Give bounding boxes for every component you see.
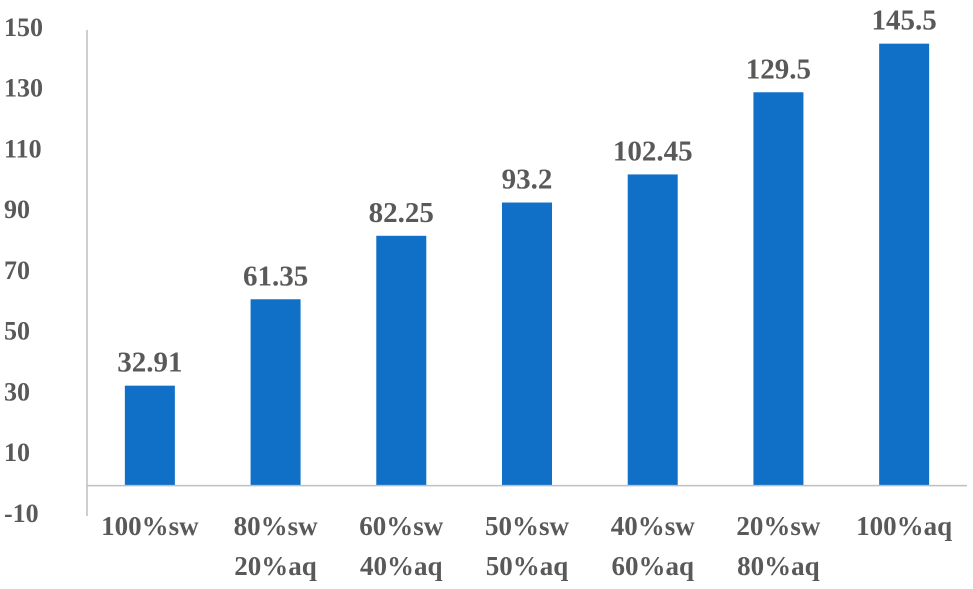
x-tick-label: 80%sw xyxy=(234,511,319,541)
data-label: 82.25 xyxy=(369,197,434,229)
y-tick-label: 110 xyxy=(4,134,42,163)
x-axis: 100%sw 80%sw 20%aq 60%sw 40%aq 50%sw 50%aq 40%s… xyxy=(87,484,967,581)
y-axis: -10 10 30 50 70 90 110 130 150 xyxy=(4,13,88,528)
bar xyxy=(250,299,301,486)
bar xyxy=(502,202,552,486)
bar xyxy=(376,235,427,486)
x-tick-label: 50%sw xyxy=(485,511,570,541)
data-label: 61.35 xyxy=(243,260,308,292)
data-label: 102.45 xyxy=(613,135,693,167)
x-tick-label: 40%sw xyxy=(611,511,696,541)
x-tick-label: 80%aq xyxy=(737,551,820,581)
bar xyxy=(753,92,804,486)
bar xyxy=(627,174,678,486)
data-label: 145.5 xyxy=(872,5,937,37)
y-tick-label: 90 xyxy=(4,195,30,224)
x-tick-label: 100%aq xyxy=(856,511,952,541)
y-tick-label: 30 xyxy=(4,377,30,406)
y-tick-label: 50 xyxy=(4,317,30,346)
data-labels: 32.91 61.35 82.25 93.2 102.45 129.5 145.5 xyxy=(117,5,937,379)
data-label: 129.5 xyxy=(746,53,811,85)
x-tick-label: 40%aq xyxy=(360,551,443,581)
y-tick-label: -10 xyxy=(4,499,39,528)
x-tick-label: 60%sw xyxy=(359,511,444,541)
y-tick-label: 130 xyxy=(4,74,43,103)
x-tick-label: 50%aq xyxy=(486,551,569,581)
x-tick-label: 60%aq xyxy=(611,551,694,581)
bar xyxy=(879,43,930,486)
x-tick-label: 20%sw xyxy=(736,511,821,541)
y-tick-label: 10 xyxy=(4,438,30,467)
data-label: 32.91 xyxy=(117,347,182,379)
x-tick-label: 100%sw xyxy=(101,511,199,541)
x-tick-label: 20%aq xyxy=(234,551,317,581)
data-label: 93.2 xyxy=(502,164,553,196)
bars xyxy=(124,43,930,486)
y-tick-label: 70 xyxy=(4,256,30,285)
bar xyxy=(124,385,175,486)
y-tick-label: 150 xyxy=(4,13,43,42)
